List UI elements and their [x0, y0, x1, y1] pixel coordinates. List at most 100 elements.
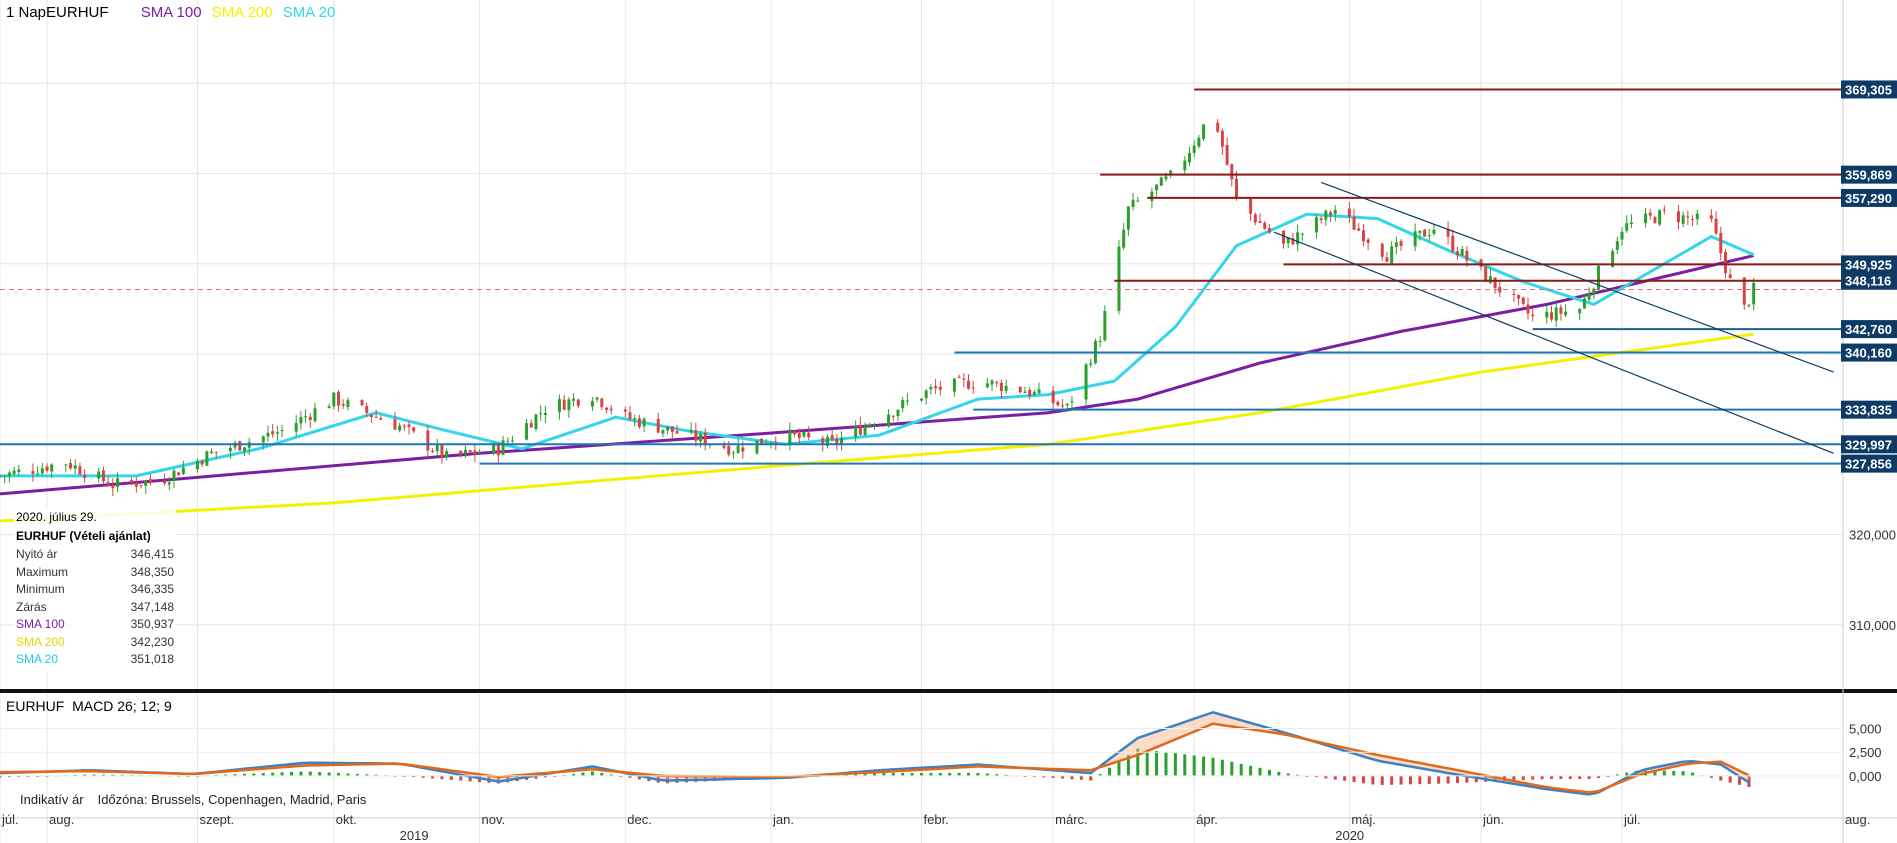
candle-body: [1192, 145, 1196, 153]
legend-label: SMA 100: [16, 617, 65, 631]
macd-histogram-bar: [92, 774, 96, 776]
candle-body: [64, 464, 68, 466]
month-tick-label: máj.: [1351, 812, 1376, 827]
candle-body: [1164, 176, 1168, 180]
candle-body: [337, 391, 341, 406]
candle-body: [36, 473, 40, 475]
legend-row: SMA 20 351,018: [16, 651, 174, 669]
legend-row: Minimum 346,335: [16, 581, 174, 599]
candle-body: [1300, 233, 1304, 235]
candle-body: [181, 467, 185, 475]
macd-histogram-bar: [891, 772, 895, 776]
candle-body: [1695, 213, 1699, 220]
candle-body: [3, 475, 7, 477]
macd-histogram-bar: [1615, 774, 1619, 776]
candle-body: [506, 441, 510, 443]
candle-body: [1169, 170, 1173, 176]
sma-line: [0, 332, 1754, 523]
macd-histogram-bar: [1672, 770, 1676, 776]
legend-row: Nyitó ár 346,415: [16, 546, 174, 564]
month-tick-label: júl.: [1623, 812, 1641, 827]
macd-histogram-bar: [1136, 748, 1140, 776]
macd-histogram-bar: [1352, 775, 1356, 783]
candle-body: [572, 398, 576, 401]
macd-histogram-bar: [590, 771, 594, 776]
level-label: 349,925: [1845, 257, 1892, 272]
macd-histogram-bar: [459, 775, 463, 781]
candle-body: [1488, 276, 1492, 283]
candle-body: [228, 447, 232, 452]
macd-histogram-bar: [1521, 775, 1525, 781]
candle-body: [1282, 230, 1286, 244]
symbol-label[interactable]: EURHUF: [46, 4, 109, 21]
timezone-label[interactable]: Időzóna: Brussels, Copenhagen, Madrid, P…: [97, 792, 367, 807]
candle-body: [17, 469, 21, 472]
macd-histogram-bar: [1343, 775, 1347, 781]
candle-body: [1582, 298, 1586, 309]
macd-histogram-bar: [543, 775, 547, 778]
candle-body: [360, 399, 364, 406]
macd-histogram-bar: [1286, 773, 1290, 776]
indicator-sma100[interactable]: SMA 100: [140, 4, 202, 21]
candle-body: [1357, 228, 1361, 231]
indicator-sma200[interactable]: SMA 200: [211, 4, 273, 21]
candle-body: [1399, 241, 1403, 247]
candle-body: [1065, 403, 1069, 406]
candle-body: [736, 445, 740, 453]
candle-body: [656, 418, 660, 433]
trendlines: [1273, 181, 1834, 454]
macd-histogram-bar: [1399, 775, 1403, 785]
macd-histogram-bar: [1578, 775, 1582, 779]
macd-histogram-bar: [346, 773, 350, 776]
macd-histogram-bar: [449, 775, 453, 780]
macd-histogram-bar: [1173, 753, 1177, 776]
macd-histogram-bar: [1070, 775, 1074, 780]
candle-body: [1742, 277, 1746, 305]
macd-histogram-bar: [261, 773, 265, 776]
candle-body: [379, 418, 383, 420]
candle-body: [858, 424, 862, 435]
macd-tick-label: 0,000: [1849, 769, 1882, 784]
macd-histogram-bar: [1108, 767, 1112, 776]
level-label-box: [1841, 188, 1897, 207]
candle-body: [562, 399, 566, 410]
candle-body: [543, 412, 547, 415]
candle-body: [1230, 164, 1234, 180]
candle-body: [31, 471, 35, 474]
macd-histogram-bar: [1446, 775, 1450, 784]
macd-histogram-bar: [910, 772, 914, 776]
macd-symbol[interactable]: EURHUF: [6, 698, 65, 714]
macd-histogram-bar: [1267, 769, 1271, 776]
macd-histogram-bar: [948, 772, 952, 776]
macd-histogram-bar: [7, 775, 11, 778]
level-label-box: [1841, 454, 1897, 473]
level-label: 340,160: [1845, 346, 1892, 361]
candle-body: [830, 435, 834, 440]
candle-body: [995, 382, 999, 384]
interval-label[interactable]: 1 Nap: [6, 4, 47, 21]
macd-histogram-bar: [1098, 774, 1102, 776]
macd-histogram-bar: [609, 774, 613, 776]
candle-body: [1117, 246, 1121, 311]
macd-histogram-bar: [440, 775, 444, 780]
price-mode[interactable]: Indikatív ár: [20, 792, 84, 807]
indicator-sma20[interactable]: SMA 20: [282, 4, 336, 21]
candle-body: [1235, 178, 1239, 198]
candle-body: [1319, 218, 1323, 221]
macd-histogram-bar: [1277, 771, 1281, 776]
macd-histogram-bar: [985, 773, 989, 776]
candle-body: [670, 426, 674, 432]
legend-label: Minimum: [16, 582, 65, 596]
level-label: 357,290: [1845, 191, 1892, 206]
macd-histogram-bar: [882, 772, 886, 776]
candle-body: [1728, 274, 1732, 279]
macd-histogram-bar: [1061, 775, 1065, 779]
candle-body: [1676, 211, 1680, 223]
macd-histogram-bar: [1042, 775, 1046, 778]
level-label: 369,305: [1845, 82, 1892, 97]
month-tick-label: nov.: [482, 812, 506, 827]
macd-label[interactable]: MACD 26; 12; 9: [72, 698, 172, 714]
candles: [0, 119, 1756, 497]
candle-body: [1418, 230, 1422, 234]
